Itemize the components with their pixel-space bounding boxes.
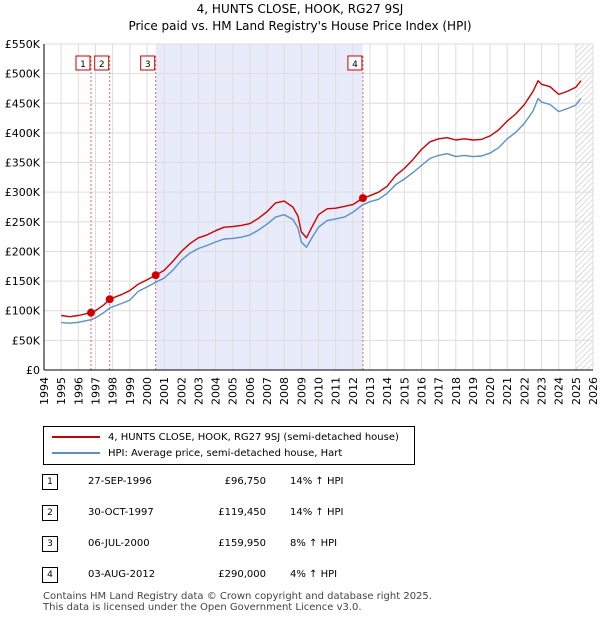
y-tick-label: £550K <box>5 38 41 51</box>
attribution-footer: Contains HM Land Registry data © Crown c… <box>43 591 432 613</box>
sale-index-badge: 3 <box>42 536 58 552</box>
sale-label-box <box>140 55 156 71</box>
x-tick-label: 1998 <box>107 377 120 405</box>
x-tick-label: 2007 <box>261 377 274 405</box>
sale-date: 06-JUL-2000 <box>88 538 150 549</box>
y-tick-label: £100K <box>5 305 41 318</box>
sale-price: £290,000 <box>218 569 266 580</box>
x-tick-label: 2012 <box>347 377 360 405</box>
table-row: 3 06-JUL-2000 £159,950 8% ↑ HPI <box>0 536 600 554</box>
sale-label-box <box>94 55 110 71</box>
chart-subtitle: Price paid vs. HM Land Registry's House … <box>128 19 472 33</box>
x-tick-label: 2018 <box>450 377 463 405</box>
sale-point <box>151 271 160 280</box>
sale-label-text: 4 <box>352 60 358 70</box>
y-tick-label: £50K <box>12 334 41 347</box>
sale-label-text: 2 <box>99 60 105 70</box>
y-tick-label: £250K <box>5 216 41 229</box>
legend-swatch-hpi <box>52 452 100 454</box>
sale-hpi-diff: 4% ↑ HPI <box>290 569 338 580</box>
sale-price: £96,750 <box>224 476 266 487</box>
legend-entry-hpi: HPI: Average price, semi-detached house,… <box>52 446 342 460</box>
x-tick-label: 2021 <box>501 377 514 405</box>
x-tick-label: 2002 <box>175 377 188 405</box>
sale-label-box <box>75 55 91 71</box>
x-tick-label: 2022 <box>518 377 531 405</box>
footer-line-1: Contains HM Land Registry data © Crown c… <box>43 591 432 602</box>
x-tick-label: 2006 <box>244 377 257 405</box>
x-tick-label: 1997 <box>89 377 102 405</box>
sale-point <box>87 308 96 317</box>
sale-hpi-diff: 8% ↑ HPI <box>290 538 338 549</box>
x-tick-label: 1995 <box>55 377 68 405</box>
x-tick-label: 2005 <box>227 377 240 405</box>
legend-label-hpi: HPI: Average price, semi-detached house,… <box>108 447 343 459</box>
chart-title: 4, HUNTS CLOSE, HOOK, RG27 9SJ <box>196 2 404 16</box>
forecast-hatch <box>575 44 593 370</box>
x-tick-label: 2024 <box>553 377 566 405</box>
sale-price: £159,950 <box>218 538 266 549</box>
y-tick-label: £150K <box>5 275 41 288</box>
x-tick-label: 2026 <box>587 377 600 405</box>
y-tick-label: £400K <box>5 127 41 140</box>
chart-legend: 4, HUNTS CLOSE, HOOK, RG27 9SJ (semi-det… <box>43 426 415 465</box>
sale-date: 30-OCT-1997 <box>88 507 154 518</box>
x-tick-label: 2013 <box>364 377 377 405</box>
x-tick-label: 1996 <box>72 377 85 405</box>
x-tick-label: 2004 <box>210 377 223 405</box>
sale-label-text: 3 <box>145 60 151 70</box>
footer-line-2: This data is licensed under the Open Gov… <box>43 602 362 613</box>
sale-point <box>358 194 367 203</box>
x-tick-label: 1999 <box>124 377 137 405</box>
hpi-series-line <box>61 97 582 324</box>
sale-point <box>105 295 114 304</box>
sale-label-box <box>347 55 363 71</box>
sale-label-text: 1 <box>80 60 86 70</box>
x-tick-label: 2019 <box>467 377 480 405</box>
legend-label-property: 4, HUNTS CLOSE, HOOK, RG27 9SJ (semi-det… <box>108 431 399 443</box>
sale-hpi-diff: 14% ↑ HPI <box>290 476 344 487</box>
sale-hpi-diff: 14% ↑ HPI <box>290 507 344 518</box>
y-tick-label: £350K <box>5 157 41 170</box>
x-tick-label: 2009 <box>295 377 308 405</box>
sale-date: 27-SEP-1996 <box>88 476 152 487</box>
x-tick-label: 2014 <box>381 377 394 405</box>
sale-date: 03-AUG-2012 <box>88 569 156 580</box>
x-tick-label: 2023 <box>536 377 549 405</box>
x-tick-label: 2020 <box>484 377 497 405</box>
x-tick-label: 2010 <box>313 377 326 405</box>
x-tick-label: 2000 <box>141 377 154 405</box>
x-tick-label: 1994 <box>38 377 51 405</box>
y-tick-label: £200K <box>5 245 41 258</box>
x-tick-label: 2008 <box>278 377 291 405</box>
x-tick-label: 2025 <box>570 377 583 405</box>
legend-entry-property: 4, HUNTS CLOSE, HOOK, RG27 9SJ (semi-det… <box>52 430 399 444</box>
x-tick-label: 2001 <box>158 377 171 405</box>
price-chart: 1 2 3 4 £0 £50K £100K £150K £200K £250K £300K £350… <box>5 38 600 405</box>
y-tick-label: £500K <box>5 68 41 81</box>
y-tick-label: £300K <box>5 186 41 199</box>
y-tick-label: £0 <box>26 364 40 377</box>
sale-index-badge: 4 <box>42 567 58 583</box>
legend-swatch-property <box>52 436 100 438</box>
x-tick-label: 2015 <box>398 377 411 405</box>
x-tick-label: 2011 <box>330 377 343 405</box>
x-tick-label: 2016 <box>415 377 428 405</box>
table-row: 2 30-OCT-1997 £119,450 14% ↑ HPI <box>0 505 600 523</box>
sale-index-badge: 2 <box>42 505 58 521</box>
x-tick-label: 2017 <box>433 377 446 405</box>
table-row: 1 27-SEP-1996 £96,750 14% ↑ HPI <box>0 474 600 492</box>
x-tick-label: 2003 <box>192 377 205 405</box>
y-tick-label: £450K <box>5 97 41 110</box>
sale-price: £119,450 <box>218 507 266 518</box>
shaded-period <box>155 44 363 370</box>
sale-index-badge: 1 <box>42 474 58 490</box>
table-row: 4 03-AUG-2012 £290,000 4% ↑ HPI <box>0 567 600 585</box>
